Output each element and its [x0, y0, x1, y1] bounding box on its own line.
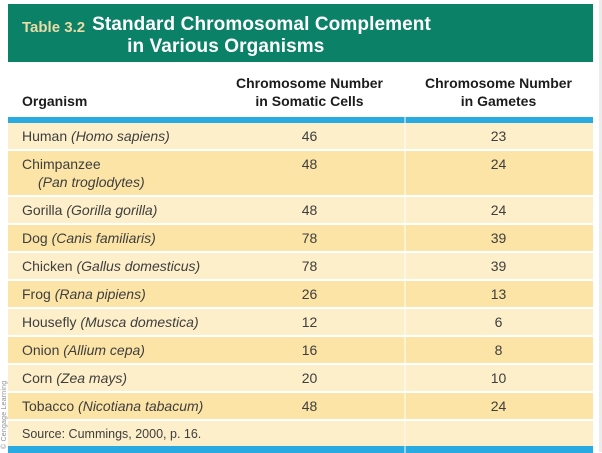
- organism-cell: Gorilla (Gorilla gorilla): [8, 197, 215, 223]
- gamete-count-cell: 24: [404, 151, 593, 195]
- page-edge: [599, 0, 602, 452]
- column-header-gametes-line2: in Gametes: [460, 93, 537, 109]
- organism-scientific-name: (Pan troglodytes): [38, 174, 145, 190]
- column-header-somatic-line2: in Somatic Cells: [255, 93, 364, 109]
- chromosome-table: Table 3.2 Standard Chromosomal Complemen…: [8, 4, 593, 453]
- organism-common-name: Onion: [22, 342, 60, 358]
- organism-cell: Housefly (Musca domestica): [8, 309, 215, 335]
- organism-scientific-name: (Canis familiaris): [51, 230, 156, 246]
- table-body: Human (Homo sapiens) 46 23 Chimpanzee (P…: [8, 123, 593, 421]
- organism-cell: Chimpanzee (Pan troglodytes): [8, 151, 215, 195]
- somatic-count-cell: 46: [301, 128, 318, 144]
- organism-cell: Corn (Zea mays): [8, 365, 215, 391]
- table-row: Tobacco (Nicotiana tabacum) 48 24: [8, 393, 593, 421]
- column-header-gametes-line1: Chromosome Number: [424, 75, 573, 91]
- gamete-count-cell: 24: [404, 197, 593, 223]
- gamete-count-cell: 39: [404, 225, 593, 251]
- column-header-organism: Organism: [22, 93, 88, 109]
- organism-scientific-name: (Gorilla gorilla): [66, 202, 158, 218]
- table-row: Housefly (Musca domestica) 12 6: [8, 309, 593, 337]
- somatic-count-cell: 48: [301, 202, 318, 218]
- organism-cell: Onion (Allium cepa): [8, 337, 215, 363]
- column-header-gametes: Chromosome Number in Gametes: [404, 74, 593, 110]
- bottom-rule: [8, 446, 593, 453]
- column-header-somatic: Chromosome Number in Somatic Cells: [215, 74, 404, 110]
- table-title-line2: in Various Organisms: [127, 36, 325, 57]
- organism-scientific-name: (Nicotiana tabacum): [78, 398, 204, 414]
- column-header-somatic-line1: Chromosome Number: [235, 75, 384, 91]
- table-row: Gorilla (Gorilla gorilla) 48 24: [8, 197, 593, 225]
- somatic-count-cell: 16: [301, 342, 318, 358]
- organism-cell: Chicken (Gallus domesticus): [8, 253, 215, 279]
- organism-cell: Frog (Rana pipiens): [8, 281, 215, 307]
- table-row: Frog (Rana pipiens) 26 13: [8, 281, 593, 309]
- somatic-count-cell: 26: [301, 286, 318, 302]
- gamete-count-cell: 6: [404, 309, 593, 335]
- table-row: Human (Homo sapiens) 46 23: [8, 123, 593, 151]
- somatic-count-cell: 20: [301, 370, 318, 386]
- organism-scientific-name: (Gallus domesticus): [76, 258, 201, 274]
- table-row: Onion (Allium cepa) 16 8: [8, 337, 593, 365]
- gamete-count-cell: 39: [404, 253, 593, 279]
- organism-common-name: Corn: [22, 370, 53, 386]
- gamete-count-cell: 13: [404, 281, 593, 307]
- table-number-label: Table 3.2: [22, 19, 86, 36]
- organism-common-name: Housefly: [22, 314, 77, 330]
- somatic-count-cell: 48: [301, 156, 318, 172]
- organism-scientific-name: (Homo sapiens): [71, 128, 170, 144]
- organism-common-name: Tobacco: [22, 398, 75, 414]
- table-title-line1: Standard Chromosomal Complement: [92, 14, 431, 35]
- table-banner: Table 3.2 Standard Chromosomal Complemen…: [8, 4, 593, 62]
- organism-common-name: Frog: [22, 286, 51, 302]
- table-row: Chicken (Gallus domesticus) 78 39: [8, 253, 593, 281]
- gamete-count-cell: 8: [404, 337, 593, 363]
- organism-common-name: Dog: [22, 230, 48, 246]
- somatic-count-cell: 48: [301, 398, 318, 414]
- copyright-credit: © Cengage Learning: [1, 380, 8, 449]
- organism-scientific-name: (Rana pipiens): [54, 286, 146, 302]
- table-row: Corn (Zea mays) 20 10: [8, 365, 593, 393]
- organism-cell: Dog (Canis familiaris): [8, 225, 215, 251]
- organism-common-name: Chimpanzee: [22, 156, 101, 172]
- organism-common-name: Human: [22, 128, 68, 144]
- source-note: Source: Cummings, 2000, p. 16.: [8, 421, 593, 446]
- top-rule: [8, 117, 593, 123]
- organism-common-name: Gorilla: [22, 202, 63, 218]
- organism-common-name: Chicken: [22, 258, 73, 274]
- organism-scientific-name: (Allium cepa): [63, 342, 145, 358]
- column-header-row: Organism Chromosome Number in Somatic Ce…: [8, 62, 593, 117]
- somatic-count-cell: 12: [301, 314, 318, 330]
- table-title: Standard Chromosomal Complement in Vario…: [92, 14, 431, 58]
- table-row: Dog (Canis familiaris) 78 39: [8, 225, 593, 253]
- organism-cell: Tobacco (Nicotiana tabacum): [8, 393, 215, 419]
- gamete-count-cell: 24: [404, 393, 593, 419]
- organism-cell: Human (Homo sapiens): [8, 123, 215, 149]
- table-row: Chimpanzee (Pan troglodytes) 48 24: [8, 151, 593, 197]
- somatic-count-cell: 78: [301, 230, 318, 246]
- gamete-count-cell: 10: [404, 365, 593, 391]
- organism-scientific-name: (Musca domestica): [80, 314, 199, 330]
- gamete-count-cell: 23: [404, 123, 593, 149]
- organism-scientific-name: (Zea mays): [56, 370, 128, 386]
- somatic-count-cell: 78: [301, 258, 318, 274]
